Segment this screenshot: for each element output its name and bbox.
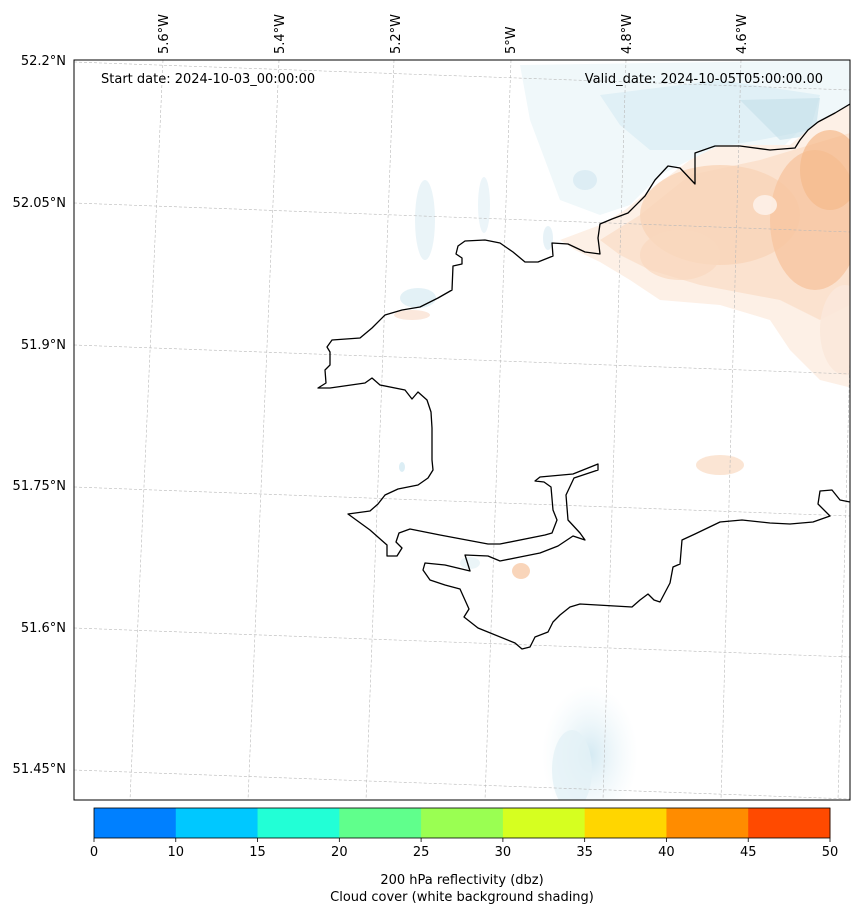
colorbar-tick-label: 30: [495, 845, 512, 860]
latitude-labels: 52.2°N 52.05°N 51.9°N 51.75°N 51.6°N 51.…: [13, 54, 66, 777]
lat-label: 51.6°N: [21, 621, 66, 636]
lon-label: 5.4°W: [273, 14, 288, 54]
colorbar-tick-label: 45: [740, 845, 757, 860]
colorbar-tick-label: 10: [168, 845, 185, 860]
colorbar-tick-label: 20: [331, 845, 348, 860]
colorbar-swatches: [94, 808, 831, 838]
colorbar-tick-label: 50: [822, 845, 839, 860]
colorbar-ticks: 0 10 15 20 25 30 35 40 45 50: [90, 838, 838, 860]
coastline: [317, 103, 850, 650]
colorbar-tick-label: 25: [413, 845, 430, 860]
lon-label: 5.2°W: [389, 14, 404, 54]
colorbar-swatch: [257, 808, 340, 838]
lon-label: 5°W: [504, 26, 519, 54]
colorbar-swatch: [421, 808, 504, 838]
map-content: Start date: 2024-10-03_00:00:00 Valid_da…: [74, 60, 850, 800]
gridlines: [74, 60, 850, 800]
colorbar-label-line1: 200 hPa reflectivity (dbz): [380, 873, 543, 888]
colorbar-tick-label: 35: [576, 845, 593, 860]
colorbar-label-line2: Cloud cover (white background shading): [330, 890, 594, 905]
colorbar-swatch: [666, 808, 749, 838]
lat-label: 51.45°N: [13, 762, 66, 777]
lat-label: 51.75°N: [13, 479, 66, 494]
colorbar-swatch: [502, 808, 586, 838]
lat-label: 52.05°N: [13, 196, 66, 211]
colorbar-tick-label: 40: [658, 845, 675, 860]
colorbar: 0 10 15 20 25 30 35 40 45 50 200 hPa reflectivity…: [90, 807, 838, 905]
lat-label: 52.2°N: [21, 54, 66, 69]
longitude-labels: 5.6°W 5.4°W 5.2°W 5°W 4.8°W 4.6°W: [157, 14, 750, 54]
valid-date-label: Valid_date: 2024-10-05T05:00:00.00: [585, 72, 823, 87]
start-date-label: Start date: 2024-10-03_00:00:00: [101, 72, 315, 87]
lon-label: 5.6°W: [157, 14, 172, 54]
colorbar-frame: [93, 807, 831, 839]
colorbar-tick-label: 15: [249, 845, 266, 860]
reflectivity-shading: [394, 105, 850, 579]
lon-label: 4.6°W: [735, 14, 750, 54]
cloud-cover-shading: [399, 60, 850, 800]
colorbar-swatch: [339, 808, 422, 838]
colorbar-swatch: [175, 808, 259, 838]
map-frame: [73, 59, 851, 801]
colorbar-swatch: [584, 808, 667, 838]
colorbar-swatch: [94, 808, 177, 838]
colorbar-tick-label: 0: [90, 845, 98, 860]
lat-label: 51.9°N: [21, 338, 66, 353]
lon-label: 4.8°W: [620, 14, 635, 54]
colorbar-swatch: [748, 808, 831, 838]
